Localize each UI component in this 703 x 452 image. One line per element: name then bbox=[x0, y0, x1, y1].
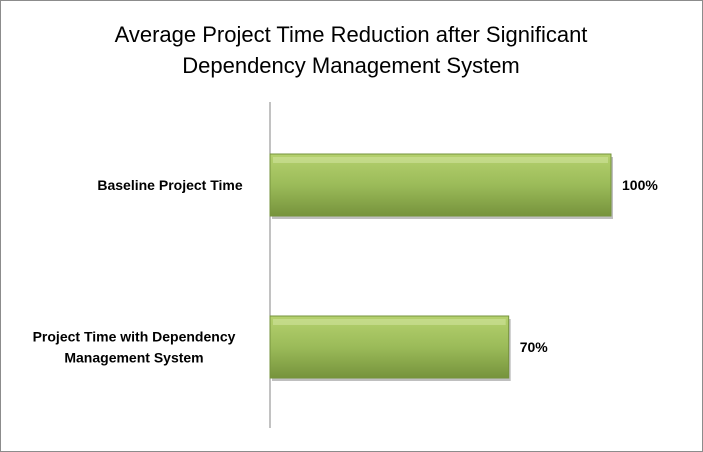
bar-highlight-1 bbox=[273, 319, 506, 325]
data-label-1: 70% bbox=[520, 339, 549, 355]
data-label-0: 100% bbox=[622, 177, 658, 193]
category-label-0-line-0: Baseline Project Time bbox=[97, 177, 242, 193]
bar-0 bbox=[269, 153, 612, 217]
bar-highlight-0 bbox=[273, 157, 608, 163]
category-label-0: Baseline Project Time bbox=[97, 177, 242, 193]
chart-title: Average Project Time Reduction after Sig… bbox=[51, 19, 651, 81]
bar-1 bbox=[269, 315, 510, 379]
category-label-1-line-1: Management System bbox=[64, 350, 203, 366]
chart-title-line-2: Dependency Management System bbox=[182, 53, 520, 78]
category-label-1: Project Time with Dependency Management S… bbox=[33, 329, 236, 366]
chart-title-line-1: Average Project Time Reduction after Sig… bbox=[114, 22, 588, 47]
category-label-1-line-0: Project Time with Dependency bbox=[33, 329, 236, 345]
